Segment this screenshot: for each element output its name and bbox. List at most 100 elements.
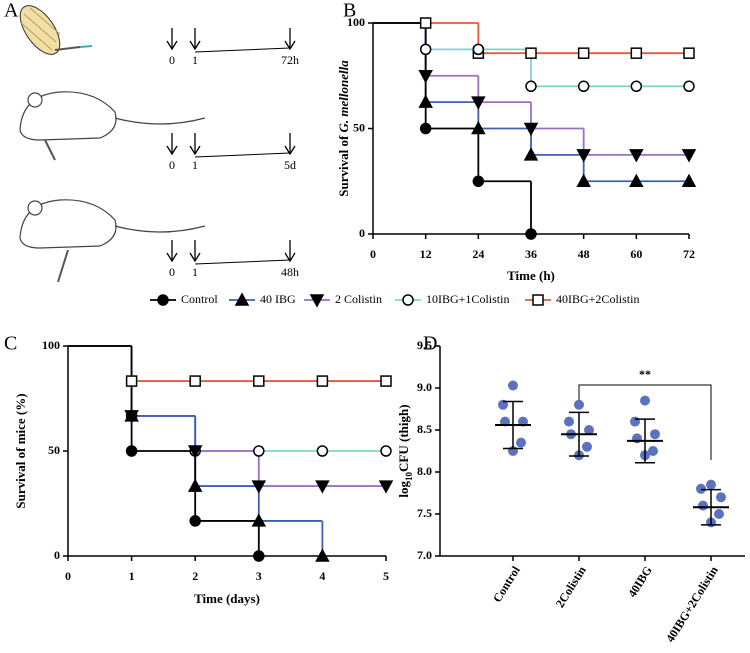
x-tick-label: 36 xyxy=(525,247,537,261)
y-tick-label: 8.5 xyxy=(417,422,432,436)
x-tick-label: 4 xyxy=(319,569,325,583)
marker xyxy=(577,47,590,59)
mouse-illustration xyxy=(19,91,206,161)
marker xyxy=(189,515,201,527)
timeline-label: 1 xyxy=(192,265,198,279)
data-point xyxy=(714,509,724,519)
x-tick-label: 24 xyxy=(472,247,484,261)
x-tick-label: 60 xyxy=(630,247,642,261)
legend-label: 10IBG+1Colistin xyxy=(426,292,509,306)
marker xyxy=(629,173,644,187)
timeline-label: 1 xyxy=(192,158,198,172)
marker xyxy=(576,149,591,163)
x-tick-label: Control xyxy=(490,563,523,605)
marker xyxy=(472,175,485,187)
timeline xyxy=(194,152,291,158)
mouse-illustration xyxy=(19,199,206,283)
marker xyxy=(577,80,590,93)
marker xyxy=(189,375,201,387)
arrow-head xyxy=(284,145,296,156)
marker xyxy=(523,122,539,137)
marker xyxy=(316,445,329,457)
y-tick-label: 0 xyxy=(359,226,365,240)
x-tick-label: 48 xyxy=(578,247,590,261)
y-axis-label-part: G. mellonella xyxy=(336,60,351,133)
marker xyxy=(419,17,432,29)
significance-bracket xyxy=(578,384,712,460)
marker xyxy=(380,375,392,387)
y-tick-label: 9.0 xyxy=(417,380,432,394)
y-tick-label: 9.5 xyxy=(417,338,432,352)
arrow-head xyxy=(166,145,178,156)
x-tick-label: 72 xyxy=(683,247,695,261)
timeline-label: 5d xyxy=(284,158,296,172)
marker xyxy=(380,445,392,457)
timeline-label: 1 xyxy=(192,53,198,67)
marker xyxy=(418,70,433,84)
data-point xyxy=(706,479,716,490)
panel-label: A xyxy=(4,0,19,22)
data-point xyxy=(516,437,526,448)
marker xyxy=(378,480,394,494)
y-tick-label: 100 xyxy=(347,15,365,29)
marker xyxy=(251,480,267,494)
data-point xyxy=(582,441,592,452)
x-tick-label: 2 xyxy=(192,569,198,583)
marker xyxy=(187,478,203,492)
marker xyxy=(125,445,138,457)
marker xyxy=(472,43,485,56)
data-point xyxy=(584,425,594,435)
x-tick-label: 0 xyxy=(65,569,71,583)
data-point xyxy=(640,395,650,406)
y-tick-label: 0 xyxy=(54,548,60,562)
panel-label: C xyxy=(4,333,17,355)
larva-illustration xyxy=(19,5,93,55)
data-point xyxy=(508,380,518,391)
y-axis-label: Survival of mice (%) xyxy=(13,393,28,508)
y-axis-label: Survival of G. mellonella xyxy=(336,60,351,197)
y-axis-label-part: 10 xyxy=(404,471,414,481)
data-point xyxy=(648,446,658,456)
arrow-head xyxy=(284,252,296,263)
marker xyxy=(124,408,139,422)
x-tick-label: 1 xyxy=(129,569,135,583)
marker xyxy=(525,228,537,240)
marker xyxy=(523,147,539,161)
y-tick-label: 8.0 xyxy=(417,464,432,478)
y-tick-label: 100 xyxy=(42,338,60,352)
arrow-head xyxy=(166,252,178,263)
data-point xyxy=(698,500,708,511)
data-point xyxy=(574,399,584,410)
legend-label: 2 Colistin xyxy=(335,292,382,306)
marker xyxy=(681,149,697,163)
data-point xyxy=(564,416,574,427)
marker xyxy=(683,47,695,59)
x-tick-label: 3 xyxy=(256,569,262,583)
y-tick-label: 50 xyxy=(48,443,60,457)
legend-marker xyxy=(532,294,544,306)
y-axis-label-part: log xyxy=(396,480,411,497)
significance-label: ** xyxy=(639,367,651,381)
legend-marker xyxy=(402,294,414,306)
arrow-head xyxy=(189,145,201,156)
marker xyxy=(681,173,697,187)
marker xyxy=(630,47,643,59)
marker xyxy=(418,94,433,108)
y-axis-label: log10CFU (thigh) xyxy=(396,404,414,497)
marker xyxy=(253,375,265,387)
marker xyxy=(576,173,591,187)
legend-label: 40 IBG xyxy=(260,292,296,306)
x-tick-label: 0 xyxy=(370,247,376,261)
timeline xyxy=(194,259,291,265)
data-point xyxy=(630,416,640,427)
marker xyxy=(471,96,486,110)
legend-marker xyxy=(157,294,169,306)
data-point xyxy=(650,429,660,440)
legend-label: Control xyxy=(181,292,218,306)
data-point xyxy=(498,399,508,410)
marker xyxy=(419,122,432,135)
arrow-head xyxy=(284,40,296,51)
timeline-label: 0 xyxy=(169,158,175,172)
marker xyxy=(419,43,432,56)
marker xyxy=(629,149,644,163)
